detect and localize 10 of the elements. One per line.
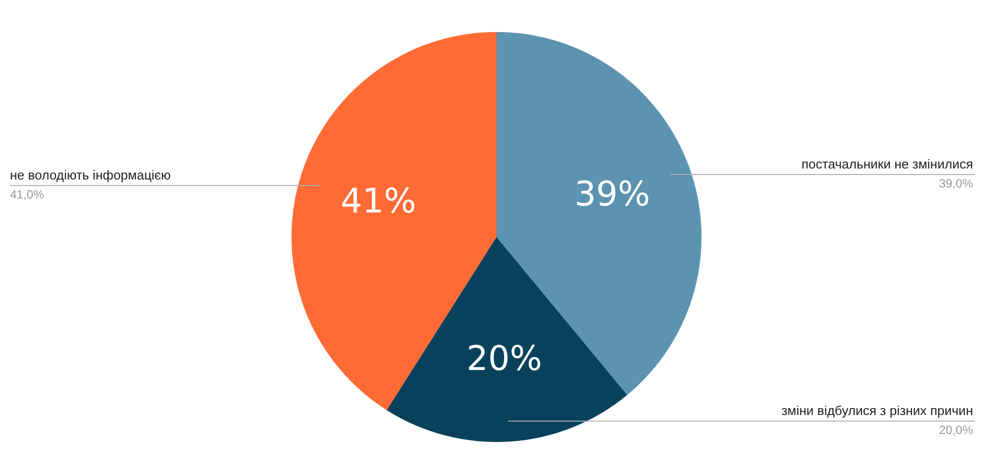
text: 41,0%	[10, 188, 44, 202]
slice-label: постачальники не змінилися	[801, 156, 973, 172]
data-label: 41%	[340, 182, 416, 222]
slice-label: не володіють інформацією	[10, 168, 172, 183]
pie-slice	[386, 237, 628, 442]
text: 39,0%	[938, 176, 973, 191]
data-label: 20%	[466, 338, 542, 379]
slice-label: зміни відбулися з різних причин	[781, 403, 973, 418]
text: 20,0%	[938, 423, 973, 438]
data-label: 39%	[574, 174, 650, 214]
